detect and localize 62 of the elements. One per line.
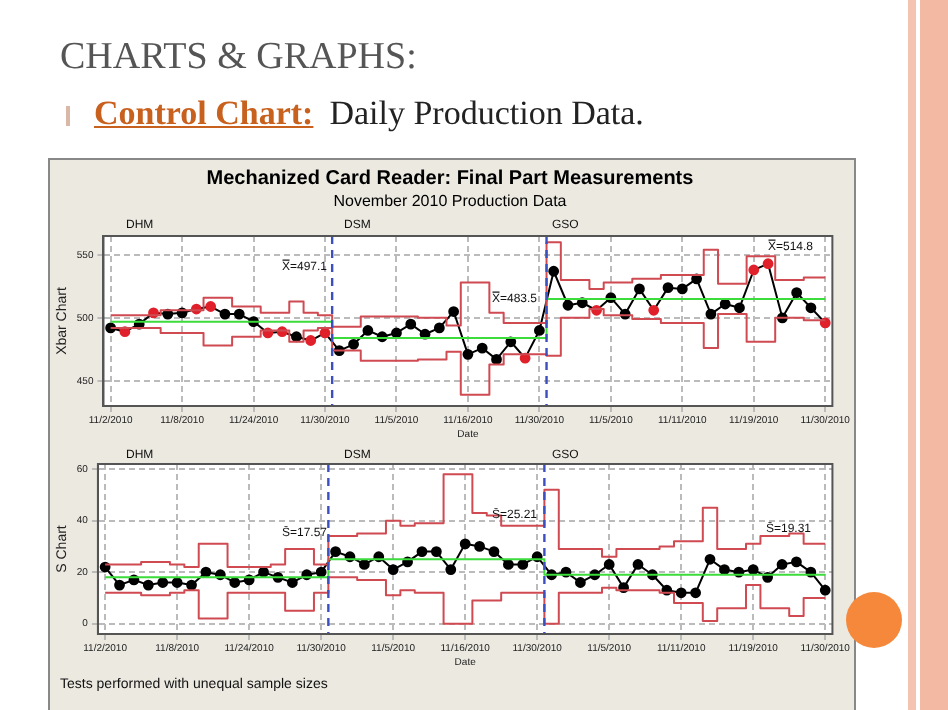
- point: [805, 302, 817, 314]
- point: [648, 304, 660, 316]
- point: [676, 283, 688, 295]
- point: [548, 265, 560, 277]
- point: [690, 587, 702, 599]
- point: [445, 564, 457, 576]
- point: [171, 577, 183, 588]
- point: [114, 579, 125, 591]
- point: [305, 335, 317, 346]
- point: [330, 546, 341, 557]
- text: CHARTS & GRAPHS:: [60, 36, 417, 80]
- point: [229, 577, 241, 588]
- chart-title: Mechanized Card Reader: Final Part Measurements: [204, 168, 696, 190]
- point: [634, 283, 645, 295]
- point: [662, 282, 674, 294]
- point: [286, 577, 298, 588]
- point: [491, 354, 502, 365]
- point: [819, 584, 831, 596]
- point: [233, 308, 245, 320]
- point: [476, 342, 488, 354]
- point: [474, 541, 485, 552]
- point: [574, 577, 586, 588]
- point: [433, 322, 445, 334]
- point: [502, 559, 514, 570]
- point: [705, 308, 717, 320]
- point: [517, 559, 529, 570]
- point: [448, 306, 460, 317]
- point: [791, 287, 803, 299]
- point: [488, 546, 500, 557]
- point: [358, 559, 370, 570]
- point: [734, 302, 745, 314]
- point: [157, 577, 169, 588]
- point: [186, 579, 197, 591]
- point: [675, 587, 687, 599]
- point: [762, 258, 774, 270]
- point: [603, 559, 615, 570]
- point: [362, 325, 374, 336]
- point: [99, 561, 111, 573]
- point: [776, 559, 788, 570]
- point: [387, 564, 399, 576]
- text: Daily Production Data.: [329, 94, 644, 134]
- point: [430, 546, 442, 557]
- point: [791, 556, 802, 568]
- point: [219, 308, 231, 320]
- text: Control Chart:: [94, 94, 314, 134]
- point: [291, 331, 302, 343]
- point: [405, 318, 417, 330]
- point: [200, 566, 212, 578]
- point: [315, 566, 327, 578]
- point: [533, 325, 545, 336]
- point: [748, 264, 760, 276]
- point: [462, 348, 474, 360]
- point: [142, 579, 154, 591]
- point: [348, 338, 359, 350]
- point: [819, 317, 831, 329]
- point: [459, 538, 471, 550]
- point: [704, 553, 716, 565]
- point: [562, 299, 574, 311]
- point: [632, 559, 644, 570]
- point: [205, 301, 217, 312]
- point: [416, 546, 428, 557]
- chart-subtitle: November 2010 Production Data: [331, 192, 569, 210]
